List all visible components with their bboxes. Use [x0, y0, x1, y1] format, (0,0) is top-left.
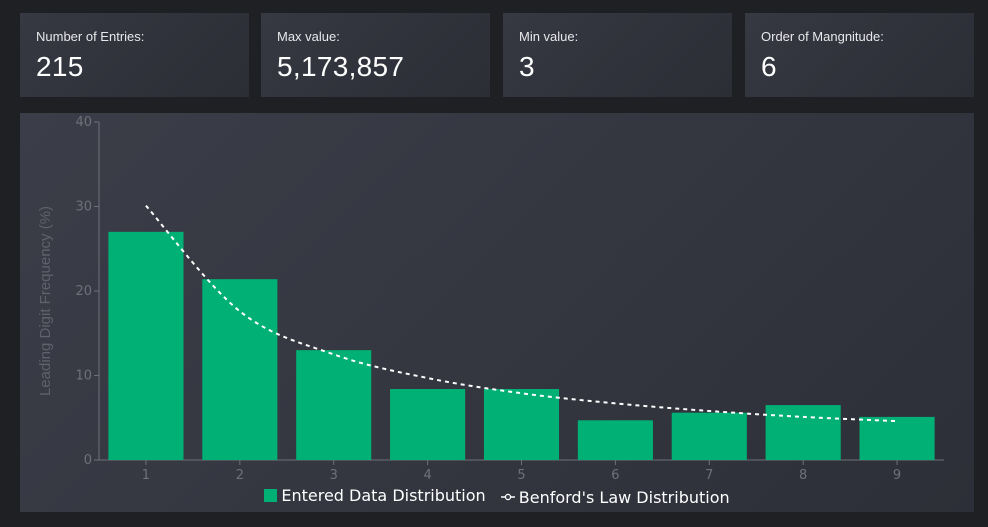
- bar: [390, 389, 466, 460]
- x-tick-label: 3: [330, 468, 338, 483]
- y-axis-label: Leading Digit Frequency (%): [37, 206, 54, 396]
- stat-label: Order of Mangnitude:: [761, 29, 884, 44]
- chart-panel: 0 10 20 30 40 1 2 3 4 5 6 7 8 9 Leading Digit Frequenc…: [20, 113, 974, 512]
- y-tick-label: 20: [75, 284, 92, 299]
- bar: [671, 412, 747, 460]
- legend-item-benford[interactable]: Benford's Law Distribution: [500, 487, 730, 507]
- stat-label: Max value:: [277, 29, 340, 44]
- stat-label: Number of Entries:: [36, 29, 145, 44]
- x-tick-label: 1: [142, 468, 150, 483]
- benford-chart: 0 10 20 30 40 1 2 3 4 5 6 7 8 9 Leading Digit Frequenc…: [37, 115, 944, 483]
- bar: [765, 405, 841, 460]
- bar: [296, 350, 372, 460]
- y-tick-label: 10: [75, 369, 92, 384]
- bar: [483, 389, 560, 460]
- stat-card-magnitude: Order of Mangnitude: 6: [745, 13, 974, 97]
- stat-card-max: Max value: 5,173,857: [261, 13, 490, 97]
- x-tick-label: 5: [517, 468, 525, 483]
- bar: [202, 279, 278, 460]
- benford-line: [145, 204, 898, 423]
- legend-label: Benford's Law Distribution: [518, 487, 730, 507]
- x-tick-label: 7: [705, 468, 713, 483]
- x-tick-label: 9: [893, 468, 901, 483]
- stat-card-min: Min value: 3: [503, 13, 732, 97]
- bar: [859, 416, 935, 460]
- legend-label: Entered Data Distribution: [281, 486, 486, 505]
- x-tick-label: 4: [423, 468, 431, 483]
- legend-swatch-bar: [264, 489, 278, 502]
- bar: [108, 231, 184, 460]
- x-tick-label: 2: [236, 468, 244, 483]
- stat-value: 215: [36, 51, 84, 82]
- stat-label: Min value:: [519, 29, 579, 44]
- legend-item-entered[interactable]: Entered Data Distribution: [264, 486, 486, 505]
- y-tick-label: 40: [75, 115, 92, 130]
- y-tick-label: 30: [75, 200, 92, 215]
- legend-line-icon: [500, 493, 515, 501]
- stat-card-entries: Number of Entries: 215: [20, 13, 249, 97]
- x-tick-label: 6: [611, 468, 619, 483]
- stat-value: 6: [761, 51, 777, 82]
- stat-value: 3: [519, 51, 535, 82]
- chart-legend: Entered Data Distribution Benford's Law …: [20, 486, 974, 507]
- bar: [577, 420, 653, 460]
- y-tick-label: 0: [84, 453, 92, 468]
- stat-value: 5,173,857: [277, 51, 405, 82]
- x-tick-label: 8: [799, 468, 807, 483]
